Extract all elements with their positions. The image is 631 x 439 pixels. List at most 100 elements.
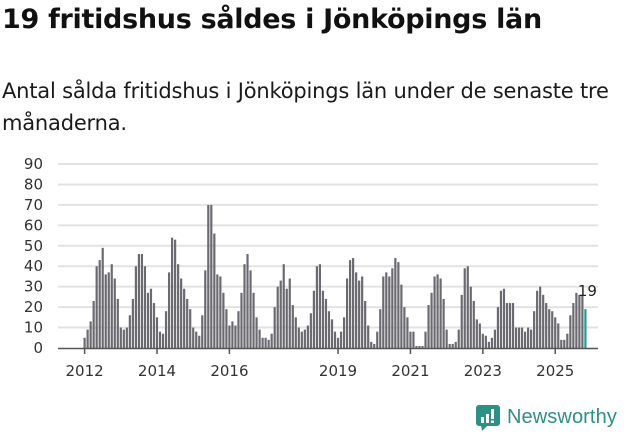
bar: [207, 204, 210, 348]
x-tick-label: 2023: [464, 362, 502, 380]
bar: [104, 274, 107, 348]
bar: [358, 280, 361, 348]
bar: [466, 266, 469, 348]
bar: [228, 325, 231, 348]
bar: [261, 337, 264, 348]
bar: [219, 276, 222, 348]
bar: [264, 337, 267, 348]
bar: [355, 272, 358, 348]
bar: [523, 331, 527, 348]
bar: [177, 264, 180, 348]
bar: [146, 292, 150, 348]
bar: [110, 264, 113, 348]
y-tick-label: 90: [24, 155, 43, 173]
y-tick-label: 0: [33, 339, 43, 357]
bar: [240, 292, 243, 348]
bar: [210, 204, 213, 348]
bar: [116, 298, 119, 348]
bar: [451, 343, 454, 348]
bar: [306, 325, 309, 348]
bar: [487, 341, 490, 348]
bar: [430, 292, 433, 348]
bar: [566, 333, 569, 348]
bar: [249, 270, 252, 348]
bar: [412, 331, 415, 348]
y-tick-label: 40: [24, 257, 43, 275]
bar: [460, 294, 463, 348]
bar: [502, 288, 506, 348]
bar: [98, 260, 101, 348]
bar: [454, 341, 457, 348]
bar: [373, 343, 376, 348]
x-tick-label: 2021: [391, 362, 429, 380]
bar: [572, 303, 575, 348]
bar: [418, 345, 421, 348]
bar: [225, 309, 228, 348]
bar: [137, 253, 141, 348]
bar: [520, 327, 524, 348]
bar: [400, 284, 403, 348]
bar: [198, 335, 201, 348]
bar-chart-speech-bubble-icon: [476, 405, 500, 431]
bar: [457, 329, 460, 348]
bar: [285, 288, 288, 348]
bar: [189, 309, 192, 348]
bar: [282, 264, 285, 348]
last-value-label: 19: [578, 282, 597, 300]
bar: [581, 294, 584, 348]
bar: [415, 345, 418, 348]
bar: [321, 290, 325, 348]
bar: [92, 300, 95, 348]
highlight-bar: [584, 309, 587, 348]
bar: [551, 311, 554, 348]
bar: [539, 286, 542, 348]
bar: [379, 309, 382, 348]
bar: [548, 309, 551, 348]
bar: [475, 319, 478, 348]
bar: [161, 333, 165, 348]
bar: [339, 331, 343, 348]
bar: [315, 266, 319, 348]
bar: [517, 327, 521, 348]
bar: [333, 331, 337, 348]
bar: [526, 327, 530, 348]
bar: [267, 339, 270, 348]
bar: [530, 329, 533, 348]
bar: [533, 311, 536, 348]
bar: [237, 311, 240, 348]
bar: [300, 331, 303, 348]
y-tick-label: 70: [24, 196, 43, 214]
bar: [288, 278, 291, 348]
bar: [180, 278, 183, 348]
bar: [252, 292, 255, 348]
bar: [352, 258, 355, 348]
bar: [297, 327, 300, 348]
bar: [424, 331, 427, 348]
bar: [469, 286, 472, 348]
bar: [291, 305, 294, 348]
bar: [484, 335, 487, 348]
chart-subtitle: Antal sålda fritidshus i Jönköpings län …: [2, 79, 609, 135]
bar: [445, 329, 448, 348]
bar: [345, 278, 349, 348]
bar: [496, 307, 500, 348]
bar: [442, 298, 445, 348]
bar: [536, 290, 539, 348]
bar: [508, 303, 512, 348]
brand-name: Newsworthy: [507, 405, 617, 428]
bar: [578, 294, 581, 348]
bar: [107, 272, 110, 348]
bar: [511, 303, 515, 348]
newsworthy-logo: Newsworthy: [476, 405, 617, 431]
bar: [376, 331, 379, 348]
bar: [409, 331, 412, 348]
bar: [463, 268, 466, 348]
bar: [421, 345, 424, 348]
y-tick-label: 50: [24, 237, 43, 255]
bar: [569, 315, 572, 348]
bar: [397, 262, 400, 348]
bar: [119, 327, 122, 348]
bar: [364, 300, 367, 348]
y-tick-label: 80: [24, 175, 43, 193]
bar: [128, 315, 131, 348]
